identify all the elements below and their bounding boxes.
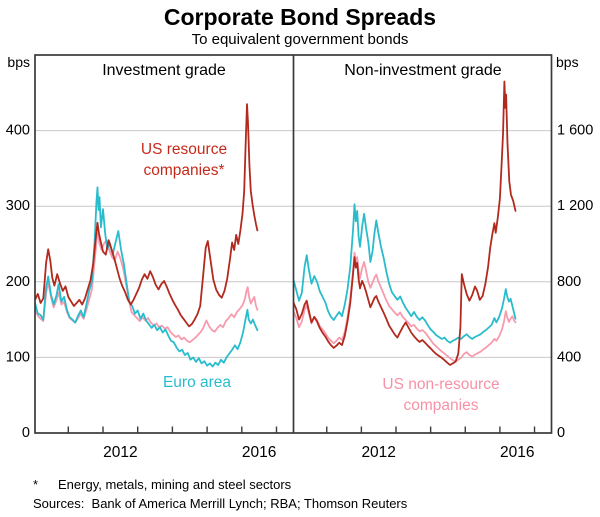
footnote-asterisk: * <box>33 477 39 492</box>
chart-subtitle: To equivalent government bonds <box>191 31 409 48</box>
x-axis-year-label: 2016 <box>242 444 276 461</box>
x-axis-year-label: 2016 <box>500 444 534 461</box>
y-axis-tick-label: 400 <box>557 349 581 365</box>
series-line-euro-area-investment-grade <box>35 186 259 368</box>
left-axis-unit-label: bps <box>7 54 30 70</box>
right-axis-unit-label: bps <box>556 54 579 70</box>
series-label-euro-area: Euro area <box>162 374 232 391</box>
y-axis-tick-label: 200 <box>6 274 30 290</box>
y-axis-tick-label: 400 <box>6 123 30 139</box>
y-axis-tick-label: 100 <box>6 349 30 365</box>
series-label-us-non-resource-companies: US non-resource companies <box>382 376 500 414</box>
x-axis-year-label: 2012 <box>361 444 395 461</box>
panel-label-non-investment-grade: Non-investment grade <box>344 62 502 79</box>
series-line-euro-area-non-investment-grade <box>293 203 517 344</box>
series-line-us-resource-investment-grade <box>35 103 259 328</box>
y-axis-tick-label: 1 200 <box>557 198 593 214</box>
series-line-us-resource-non-investment-grade <box>293 80 517 366</box>
sources-line: Sources: Bank of America Merrill Lynch; … <box>33 496 408 511</box>
series-line-us-non-resource-investment-grade <box>35 231 259 344</box>
y-axis-tick-label: 0 <box>22 425 30 441</box>
y-axis-tick-label: 800 <box>557 274 581 290</box>
y-axis-tick-label: 1 600 <box>557 123 593 139</box>
panel-label-investment-grade: Investment grade <box>102 62 226 79</box>
series-label-us-resource-companies: US resource companies* <box>140 141 228 179</box>
chart-title: Corporate Bond Spreads <box>163 4 437 30</box>
series-line-us-non-resource-non-investment-grade <box>293 251 517 363</box>
footnote-text: Energy, metals, mining and steel sectors <box>58 477 292 492</box>
y-axis-tick-label: 0 <box>557 425 565 441</box>
x-axis-year-label: 2012 <box>103 444 137 461</box>
y-axis-tick-label: 300 <box>6 198 30 214</box>
